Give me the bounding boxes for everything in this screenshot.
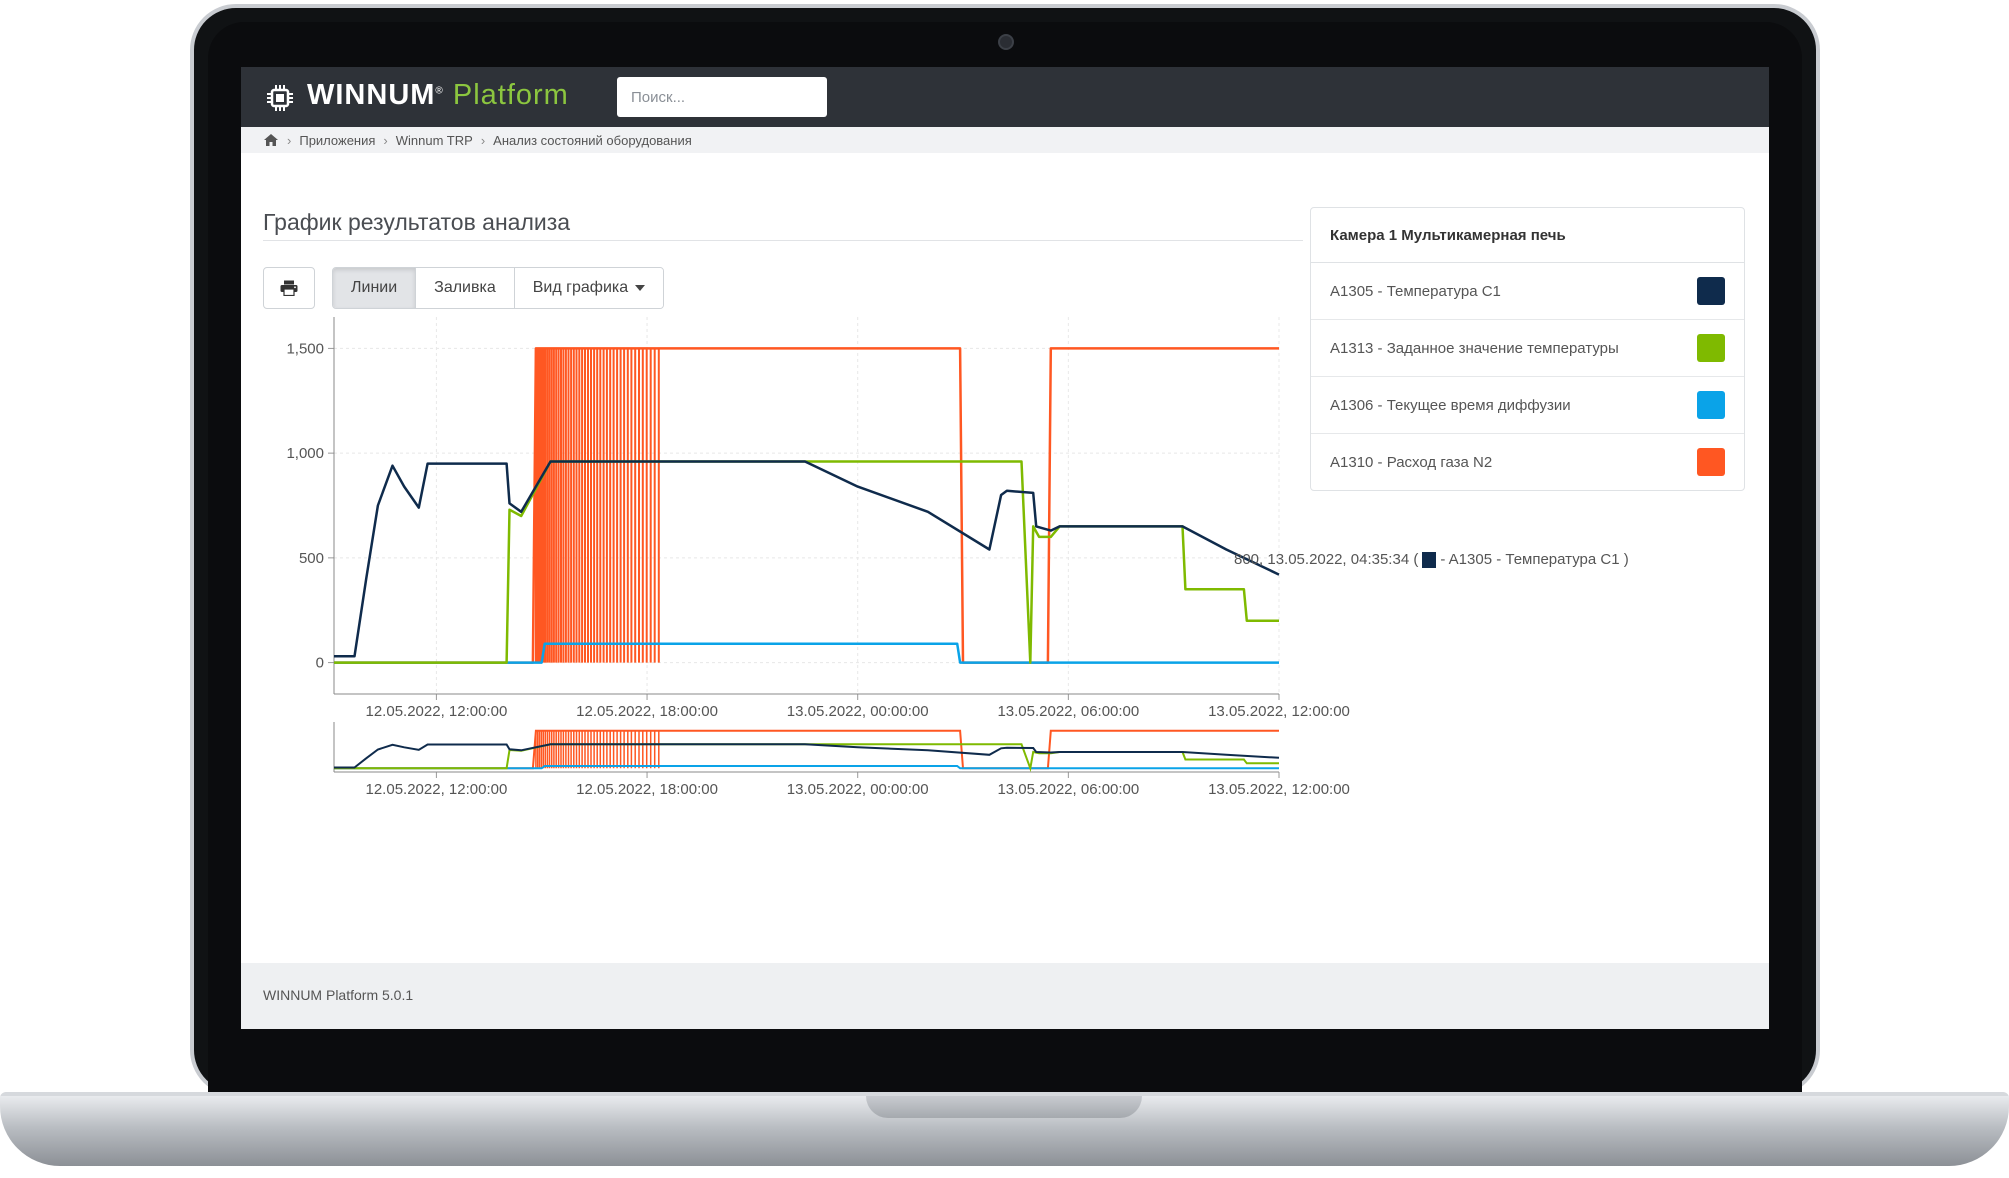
top-navbar: WINNUM® Platform (241, 67, 1769, 127)
x-tick-label: 12.05.2022, 12:00:00 (366, 703, 508, 720)
chart-tooltip: 800, 13.05.2022, 04:35:34 ( - A1305 - Те… (1234, 551, 1629, 568)
home-icon[interactable] (263, 133, 279, 147)
breadcrumb-item-current: Анализ состояний оборудования (493, 132, 692, 148)
x-tick-label: 13.05.2022, 06:00:00 (997, 703, 1139, 720)
camera-icon (998, 34, 1014, 50)
series-a1310-oscillation (534, 348, 660, 663)
fill-mode-label: Заливка (434, 279, 496, 296)
legend-item-a1313[interactable]: A1313 - Заданное значение температуры (1311, 320, 1744, 377)
legend-item-a1306[interactable]: A1306 - Текущее время диффузии (1311, 377, 1744, 434)
series-a1310-navigator-line (334, 729, 1279, 770)
breadcrumb: › Приложения › Winnum TRP › Анализ состо… (241, 127, 1769, 153)
navigator-x-tick-label: 12.05.2022, 18:00:00 (576, 781, 718, 798)
chart-series (334, 347, 1280, 664)
series-a1305-line (334, 460, 1280, 658)
breadcrumb-separator: › (287, 132, 292, 148)
chart-view-label: Вид графика (532, 279, 629, 296)
series-a1306-line (334, 642, 1279, 664)
breadcrumb-item-winnum-trp[interactable]: Winnum TRP (395, 132, 473, 148)
laptop-notch (866, 1096, 1142, 1118)
caret-down-icon (635, 285, 646, 291)
page-title: График результатов анализа (263, 209, 571, 235)
series-a1313-line (334, 460, 1279, 664)
series-a1305-navigator-line (334, 743, 1280, 769)
navigator-x-tick-label: 13.05.2022, 12:00:00 (1208, 781, 1350, 798)
x-tick-label: 13.05.2022, 00:00:00 (787, 703, 929, 720)
chart-view-dropdown[interactable]: Вид графика (514, 268, 664, 308)
tooltip-color-swatch (1422, 551, 1437, 568)
legend-color-swatch[interactable] (1697, 448, 1725, 476)
navigator-x-tick-label: 12.05.2022, 12:00:00 (366, 781, 508, 798)
tooltip-prefix: 800, 13.05.2022, 04:35:34 ( (1234, 551, 1419, 568)
breadcrumb-item-apps[interactable]: Приложения (299, 132, 376, 148)
tooltip-suffix: - A1305 - Температура C1 ) (1440, 551, 1629, 568)
title-divider (263, 240, 1303, 241)
chart-axes (328, 317, 1280, 778)
breadcrumb-separator: › (480, 132, 486, 148)
navigator-x-tick-label: 13.05.2022, 06:00:00 (997, 781, 1139, 798)
search-input[interactable] (617, 77, 827, 117)
lines-mode-button[interactable]: Линии (333, 268, 417, 308)
legend-panel: Камера 1 Мультикамерная печь A1305 - Тем… (1310, 207, 1745, 491)
chip-logo-icon (267, 85, 293, 111)
legend-title: Камера 1 Мультикамерная печь (1311, 208, 1744, 263)
y-tick-label: 0 (316, 655, 324, 672)
print-button[interactable] (263, 267, 315, 309)
legend-item-label: A1310 - Расход газа N2 (1330, 453, 1493, 471)
navigator-x-tick-label: 13.05.2022, 00:00:00 (787, 781, 929, 798)
x-tick-label: 13.05.2022, 12:00:00 (1208, 703, 1350, 720)
breadcrumb-separator: › (383, 132, 388, 148)
series-a1310-navigator-oscillation (535, 730, 660, 769)
y-tick-label: 500 (299, 550, 324, 567)
chart-grid (334, 317, 1280, 694)
y-tick-label: 1,000 (286, 445, 324, 462)
series-a1310-line (334, 347, 1279, 664)
legend-item-a1305[interactable]: A1305 - Температура C1 (1311, 263, 1744, 320)
chart-labels: 0 500 1,000 1,500 12.05.2022, 12:00:00 12.05.… (286, 340, 1349, 798)
print-icon (280, 280, 298, 296)
legend-color-swatch[interactable] (1697, 277, 1725, 305)
legend-item-label: A1305 - Температура C1 (1330, 282, 1501, 300)
x-tick-label: 12.05.2022, 18:00:00 (576, 703, 718, 720)
lines-mode-label: Линии (351, 279, 398, 296)
fill-mode-button[interactable]: Заливка (416, 268, 515, 308)
series-a1313-navigator-line (334, 743, 1279, 773)
legend-color-swatch[interactable] (1697, 391, 1725, 419)
y-tick-label: 1,500 (286, 340, 324, 357)
legend-item-label: A1313 - Заданное значение температуры (1330, 339, 1619, 357)
chart-navigator[interactable] (334, 729, 1280, 773)
footer-version: WINNUM Platform 5.0.1 (263, 987, 414, 1003)
line-chart[interactable]: 0 500 1,000 1,500 12.05.2022, 12:00:00 12.05.… (241, 317, 1769, 957)
app-logo[interactable]: WINNUM® Platform (307, 79, 569, 111)
logo-main-text: WINNUM (307, 79, 436, 111)
legend-item-a1310[interactable]: A1310 - Расход газа N2 (1311, 434, 1744, 490)
screen: WINNUM® Platform › Приложения › Winnum T… (241, 67, 1769, 1029)
logo-accent-text: Platform (452, 79, 569, 111)
chart-mode-button-group: Линии Заливка Вид графика (332, 267, 665, 309)
footer: WINNUM Platform 5.0.1 (241, 963, 1769, 1029)
legend-item-label: A1306 - Текущее время диффузии (1330, 396, 1571, 414)
legend-color-swatch[interactable] (1697, 334, 1725, 362)
